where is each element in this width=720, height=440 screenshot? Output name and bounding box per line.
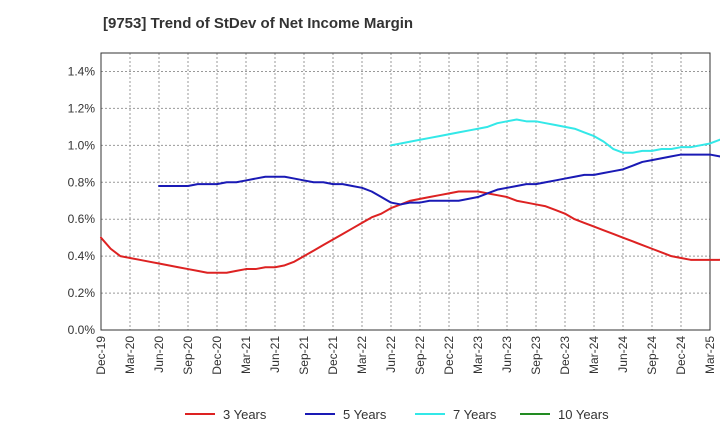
legend-label: 10 Years (558, 407, 609, 422)
x-tick-label: Jun-24 (616, 336, 630, 373)
x-tick-label: Mar-23 (471, 336, 485, 374)
y-tick-label: 1.4% (68, 64, 96, 78)
y-tick-label: 0.8% (68, 175, 96, 189)
series-line (158, 153, 720, 206)
legend-label: 3 Years (223, 407, 267, 422)
x-tick-label: Jun-20 (152, 336, 166, 373)
x-tick-label: Jun-22 (384, 336, 398, 373)
x-tick-label: Sep-20 (181, 336, 195, 375)
x-tick-label: Mar-24 (587, 336, 601, 374)
x-tick-label: Jun-21 (268, 336, 282, 373)
x-tick-label: Dec-24 (674, 336, 688, 375)
y-tick-label: 0.6% (68, 212, 96, 226)
x-tick-label: Mar-22 (355, 336, 369, 374)
x-tick-label: Dec-19 (94, 336, 108, 375)
grid-layer (101, 53, 710, 330)
x-tick-label: Mar-25 (703, 336, 717, 374)
series-line (100, 190, 720, 274)
series-line (390, 118, 720, 154)
legend-label: 7 Years (453, 407, 497, 422)
x-tick-label: Dec-21 (326, 336, 340, 375)
plot-border (100, 52, 711, 331)
axis-layer: 0.0% 0.2% 0.4% 0.6% 0.8% 1.0% 1.2% 1.4% Dec-19 Ma… (68, 52, 717, 375)
x-tick-label: Sep-21 (297, 336, 311, 375)
x-tick-label: Sep-23 (529, 336, 543, 375)
x-tick-label: Dec-22 (442, 336, 456, 375)
legend: 3 Years 5 Years 7 Years 10 Years (185, 407, 609, 422)
plot-area (101, 53, 710, 330)
y-tick-label: 1.2% (68, 101, 96, 115)
x-tick-label: Sep-24 (645, 336, 659, 375)
y-tick-label: 0.0% (68, 323, 96, 337)
series-layer (100, 118, 720, 274)
x-tick-label: Sep-22 (413, 336, 427, 375)
x-tick-label: Mar-21 (239, 336, 253, 374)
x-tick-label: Dec-23 (558, 336, 572, 375)
x-tick-label: Mar-20 (123, 336, 137, 374)
legend-label: 5 Years (343, 407, 387, 422)
y-tick-label: 0.2% (68, 286, 96, 300)
y-tick-label: 0.4% (68, 249, 96, 263)
x-tick-label: Dec-20 (210, 336, 224, 375)
x-tick-label: Jun-23 (500, 336, 514, 373)
y-tick-label: 1.0% (68, 138, 96, 152)
chart-title: [9753] Trend of StDev of Net Income Marg… (103, 15, 414, 32)
